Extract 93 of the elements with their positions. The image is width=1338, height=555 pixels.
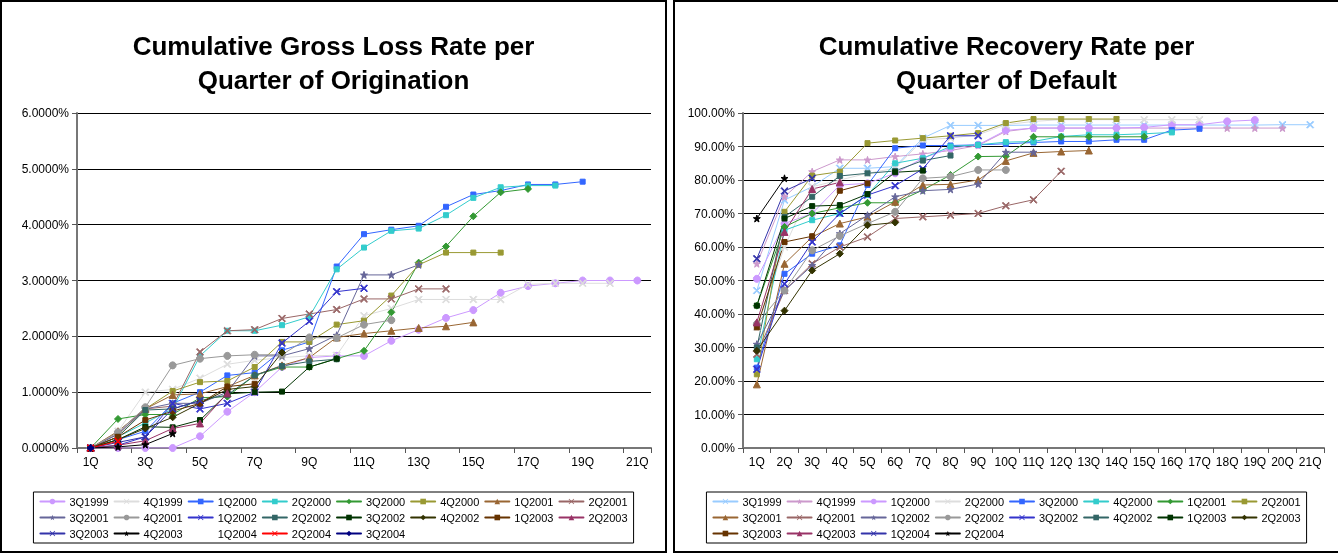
legend-label: 1Q2003 <box>514 511 554 524</box>
legend-label: 4Q2003 <box>143 527 183 540</box>
legend-label: 4Q2000 <box>1113 495 1153 508</box>
legend-label: 4Q1999 <box>816 495 856 508</box>
x-tick-label: 12Q <box>1049 455 1073 469</box>
x-tick-label: 1Q <box>748 455 765 469</box>
legend-label: 1Q2000 <box>217 495 257 508</box>
legend-label: 2Q2004 <box>964 527 1005 540</box>
y-tick-label: 2.0000% <box>21 329 70 344</box>
legend-label: 1Q2003 <box>1187 511 1227 524</box>
y-tick-label: 6.0000% <box>21 106 70 120</box>
legend-label: 2Q2002 <box>291 511 332 524</box>
legend-label: 1Q2004 <box>890 527 930 540</box>
y-tick-label: 40.00% <box>694 307 736 321</box>
text: 1Q2004 <box>217 527 257 540</box>
x-tick-label: 5Q <box>859 455 876 469</box>
legend-label: 3Q1999 <box>69 495 109 508</box>
y-tick-label: 70.00% <box>694 206 736 221</box>
legend-label: 2Q2000 <box>964 495 1005 508</box>
legend-label: 3Q2003 <box>742 527 782 540</box>
legend-label: 1Q2000 <box>890 495 930 508</box>
x-tick-label: 9Q <box>301 455 318 469</box>
x-tick-label: 9Q <box>970 455 987 469</box>
legend-label: 3Q2001 <box>69 511 109 524</box>
legend-label: 1Q2001 <box>1187 495 1227 508</box>
legend-label: 4Q2003 <box>816 527 856 540</box>
x-tick-label: 21Q <box>1298 455 1322 469</box>
x-tick-label: 19Q <box>571 455 595 469</box>
legend-label: 2Q2003 <box>1261 511 1301 524</box>
y-tick-label: 100.00% <box>687 106 736 120</box>
legend-label: 3Q1999 <box>742 495 782 508</box>
y-tick-label: 90.00% <box>694 139 736 154</box>
x-tick-label: 15Q <box>1132 455 1156 469</box>
x-tick-label: 3Q <box>137 455 154 469</box>
legend-label: 3Q2000 <box>366 495 406 508</box>
chart-title: Cumulative Recovery Rate per Quarter of Default <box>818 31 1195 95</box>
legend-label: 3Q2000 <box>1039 495 1079 508</box>
legend-label: 4Q2001 <box>816 511 856 524</box>
y-tick-label: 1.0000% <box>21 385 70 400</box>
legend-label: 4Q1999 <box>143 495 183 508</box>
y-tick-label: 5.0000% <box>21 161 70 176</box>
chart-title: Cumulative Gross Loss Rate per Quarter of Origination <box>132 31 535 95</box>
y-tick-label: 10.00% <box>694 407 736 422</box>
legend-label: 3Q2002 <box>366 511 406 524</box>
legend-label: 3Q2004 <box>366 527 406 540</box>
legend-label: 2Q2004 <box>291 527 332 540</box>
legend-label: 3Q2001 <box>742 511 782 524</box>
x-tick-label: 7Q <box>914 455 931 469</box>
y-tick-label: 0.0000% <box>21 441 70 455</box>
y-tick-label: 20.00% <box>694 374 736 388</box>
x-tick-label: 19Q <box>1243 455 1267 469</box>
legend-label: 1Q2002 <box>890 511 930 524</box>
legend-label: 3Q2002 <box>1039 511 1079 524</box>
x-tick-label: 17Q <box>516 455 540 469</box>
y-tick-label: 4.0000% <box>21 217 70 232</box>
legend-label: 4Q2002 <box>440 511 480 524</box>
legend-label: 4Q2002 <box>1113 511 1153 524</box>
legend-label: 2Q2001 <box>588 495 628 508</box>
x-tick-label: 13Q <box>407 455 431 469</box>
x-tick-label: 13Q <box>1077 455 1101 469</box>
x-tick-label: 1Q <box>82 455 99 469</box>
x-tick-label: 11Q <box>1022 455 1045 469</box>
legend-label: 2Q2000 <box>291 495 332 508</box>
legend-label: 1Q2001 <box>514 495 554 508</box>
x-tick-label: 21Q <box>625 455 649 469</box>
legend-label: 4Q2001 <box>143 511 183 524</box>
y-tick-label: 60.00% <box>694 240 736 254</box>
x-tick-label: 3Q <box>804 455 821 469</box>
y-tick-label: 80.00% <box>694 173 736 187</box>
x-tick-label: 20Q <box>1271 455 1294 469</box>
x-tick-label: 18Q <box>1215 455 1239 469</box>
x-tick-label: 2Q <box>776 455 793 469</box>
x-tick-label: 6Q <box>887 455 904 469</box>
x-tick-label: 15Q <box>461 455 485 469</box>
legend-label: 1Q2002 <box>217 511 257 524</box>
x-tick-label: 4Q <box>831 455 848 469</box>
y-tick-label: 3.0000% <box>21 273 70 288</box>
x-tick-label: 17Q <box>1188 455 1211 469</box>
y-tick-label: 50.00% <box>694 273 736 288</box>
x-tick-label: 10Q <box>994 455 1018 469</box>
legend-label: 4Q2000 <box>440 495 480 508</box>
legend-label: 2Q2001 <box>1261 495 1301 508</box>
y-tick-label: 0.00% <box>700 441 736 455</box>
legend-label: 3Q2003 <box>69 527 109 540</box>
legend-label: 2Q2003 <box>588 511 628 524</box>
x-tick-label: 7Q <box>246 455 263 469</box>
y-tick-label: 30.00% <box>694 340 736 355</box>
x-tick-label: 16Q <box>1160 455 1184 469</box>
x-tick-label: 5Q <box>191 455 209 469</box>
legend-label: 2Q2002 <box>964 511 1005 524</box>
x-tick-label: 8Q <box>942 455 959 469</box>
x-tick-label: 11Q <box>353 455 375 469</box>
x-tick-label: 14Q <box>1105 455 1128 469</box>
